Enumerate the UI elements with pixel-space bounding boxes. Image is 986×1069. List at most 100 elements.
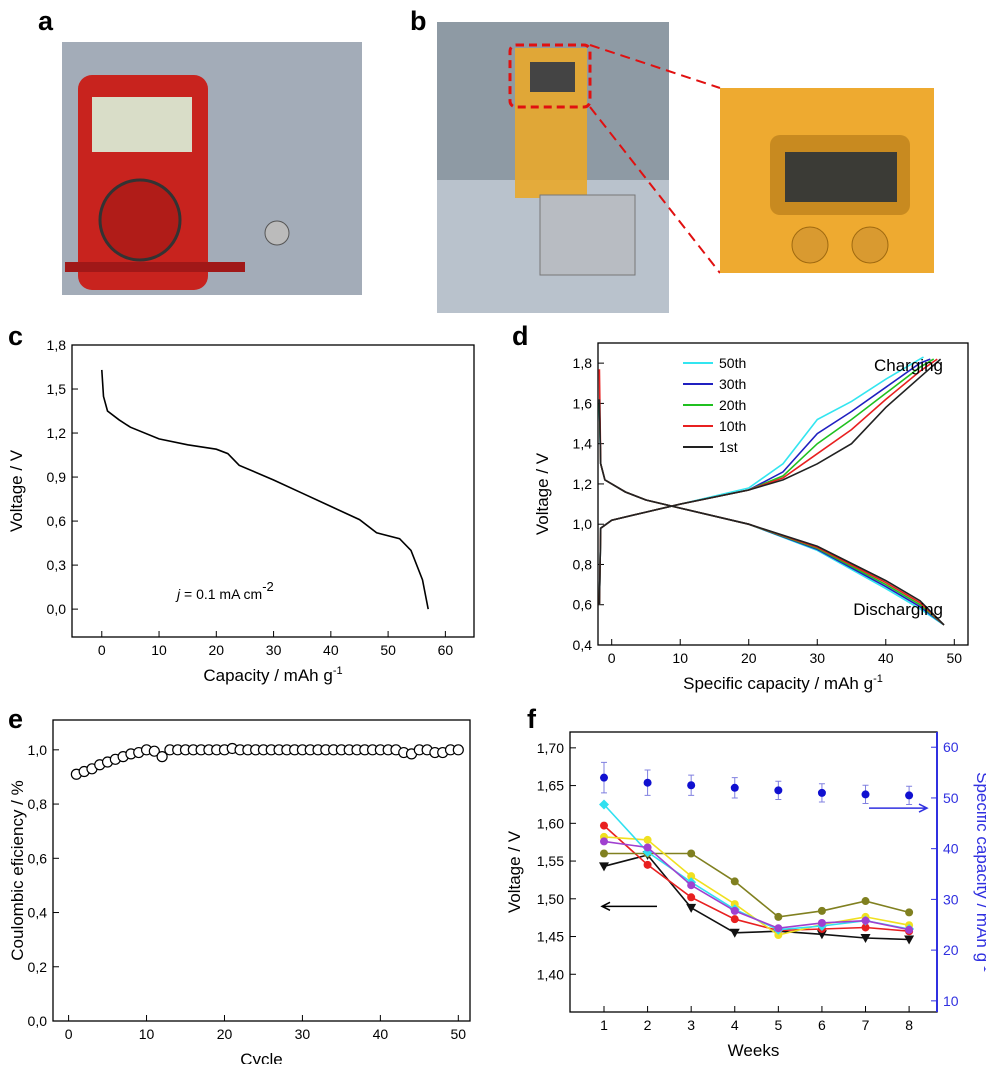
marker — [643, 860, 652, 869]
marker — [730, 783, 739, 792]
marker — [816, 930, 827, 940]
x-axis-label-text: Cycle — [240, 1050, 283, 1064]
x-axis-label-text: Capacity / mAh g — [203, 666, 332, 685]
annotation-text: = 0.1 mA cm — [180, 586, 262, 602]
y-tick-label: 0,6 — [47, 513, 67, 529]
panel-label: b — [410, 6, 427, 36]
y-tick-label: 0,9 — [47, 469, 67, 485]
x-tick-label: 30 — [295, 1026, 311, 1042]
marker — [643, 843, 652, 852]
marker — [774, 924, 783, 933]
x-tick-label: 10 — [139, 1026, 155, 1042]
annotation: Charging — [874, 356, 943, 375]
marker — [687, 881, 696, 890]
y2-axis-label-sup: -1 — [981, 962, 986, 972]
marker — [861, 916, 870, 925]
x-tick-label: 10 — [151, 642, 167, 658]
marker — [687, 872, 696, 881]
marker — [774, 912, 783, 921]
marker — [599, 837, 608, 846]
x-tick-label: 7 — [862, 1017, 870, 1033]
y-tick-label: 1,5 — [47, 381, 67, 397]
marker — [643, 835, 652, 844]
x-tick-label: 2 — [644, 1017, 652, 1033]
panel-label: e — [8, 704, 23, 734]
x-axis-label-text: Specific capacity / mAh g — [683, 674, 873, 693]
y2-tick-label: 50 — [943, 790, 959, 806]
arrow-left — [600, 901, 657, 912]
y-axis-label: Voltage / V — [7, 449, 26, 532]
x-tick-label: 0 — [65, 1026, 73, 1042]
y-tick-label: 0,0 — [47, 601, 67, 617]
x-tick-label: 40 — [878, 650, 894, 666]
legend-label: 30th — [719, 376, 746, 392]
marker — [861, 790, 870, 799]
y2-tick-label: 40 — [943, 841, 959, 857]
data-line — [603, 840, 910, 931]
marker — [730, 915, 739, 924]
panel-label: d — [512, 321, 529, 351]
marker — [730, 900, 739, 909]
x-tick-label: 0 — [98, 642, 106, 658]
x-tick-label: 5 — [774, 1017, 782, 1033]
marker — [730, 906, 739, 915]
y-tick-label: 1,2 — [573, 476, 593, 492]
y2-tick-label: 10 — [943, 993, 959, 1009]
y-tick-label: 1,8 — [573, 355, 593, 371]
marker — [905, 908, 914, 917]
marker — [598, 862, 609, 872]
y-tick-label: 1,40 — [537, 966, 564, 982]
y-tick-label: 0,0 — [28, 1013, 48, 1029]
x-tick-label: 20 — [741, 650, 757, 666]
marker — [730, 877, 739, 886]
y-tick-label: 0,4 — [28, 905, 48, 921]
data-line — [603, 825, 910, 932]
data-line — [603, 854, 910, 941]
legend-label: 50th — [719, 355, 746, 371]
plot-frame — [71, 344, 475, 638]
panel-label: f — [527, 704, 537, 734]
y-axis-label-text: Voltage / V — [505, 830, 524, 913]
marker — [861, 923, 870, 932]
x-tick-label: 40 — [323, 642, 339, 658]
y-tick-label: 1,55 — [537, 853, 564, 869]
y-tick-label: 1,70 — [537, 740, 564, 756]
annotation-sup: -2 — [262, 579, 274, 594]
marker — [687, 849, 696, 858]
panel-label: c — [8, 321, 23, 351]
plot-frame — [597, 342, 969, 646]
marker — [860, 934, 871, 944]
marker — [598, 799, 609, 810]
panel-label: a — [38, 6, 54, 36]
x-tick-label: 50 — [380, 642, 396, 658]
y-tick-label: 1,45 — [537, 929, 564, 945]
marker — [905, 791, 914, 800]
marker — [904, 935, 915, 945]
x-tick-label: 1 — [600, 1017, 608, 1033]
annotation-italic: j — [175, 586, 181, 602]
y2-tick-label: 30 — [943, 891, 959, 907]
y2-tick-label: 20 — [943, 942, 959, 958]
y-tick-label: 0,6 — [573, 597, 593, 613]
x-tick-label: 4 — [731, 1017, 739, 1033]
y2-tick-label: 60 — [943, 739, 959, 755]
y2-axis-label: Specific capacity / mAh g-1 — [973, 772, 986, 972]
y-tick-label: 0,2 — [28, 959, 48, 975]
x-tick-label: 6 — [818, 1017, 826, 1033]
y-tick-label: 0,6 — [28, 850, 48, 866]
y2-axis-label-text: Specific capacity / mAh g — [973, 772, 986, 962]
data-line — [598, 358, 945, 626]
marker — [817, 906, 826, 915]
y-tick-label: 0,3 — [47, 557, 67, 573]
y-tick-label: 1,4 — [573, 436, 593, 452]
x-tick-label: 50 — [451, 1026, 467, 1042]
x-axis-label: Cycle — [240, 1050, 283, 1064]
x-axis-label: Weeks — [728, 1041, 780, 1060]
marker — [687, 781, 696, 790]
data-line — [101, 369, 429, 610]
y-tick-label: 1,0 — [573, 516, 593, 532]
legend-label: 10th — [719, 418, 746, 434]
y-axis-label: Voltage / V — [533, 452, 552, 535]
y-tick-label: 1,65 — [537, 778, 564, 794]
marker — [599, 849, 608, 858]
